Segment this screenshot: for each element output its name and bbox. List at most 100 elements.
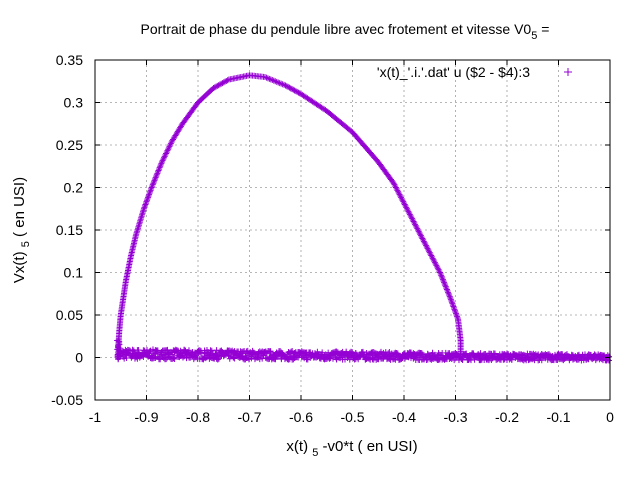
data-point bbox=[406, 210, 413, 216]
data-point bbox=[423, 242, 430, 249]
data-point bbox=[437, 270, 444, 277]
x-tick-label: -0.6 bbox=[289, 409, 313, 425]
data-point bbox=[436, 268, 443, 275]
data-point bbox=[429, 255, 436, 262]
data-point bbox=[453, 312, 460, 318]
data-point bbox=[414, 225, 421, 232]
data-point bbox=[449, 300, 456, 307]
data-point bbox=[446, 293, 453, 300]
data-point bbox=[441, 279, 448, 286]
data-point bbox=[267, 348, 274, 355]
data-point bbox=[421, 239, 428, 246]
data-point bbox=[264, 75, 271, 82]
data-point bbox=[155, 167, 162, 174]
data-point bbox=[279, 81, 286, 88]
data-point bbox=[448, 297, 455, 304]
data-point bbox=[432, 261, 439, 267]
data-point bbox=[413, 224, 420, 231]
x-tick-label: -1 bbox=[89, 409, 102, 425]
data-point bbox=[164, 346, 171, 353]
data-point bbox=[222, 78, 229, 85]
x-tick-label: -0.5 bbox=[340, 409, 364, 425]
y-axis-label-sub: 5 bbox=[20, 241, 32, 247]
legend-label: 'x(t)_'.i.'.dat' u ($2 - $4):3 bbox=[377, 64, 530, 80]
data-point bbox=[278, 80, 285, 87]
x-axis-label-post: -v0*t ( en USI) bbox=[318, 438, 417, 455]
data-point bbox=[418, 234, 425, 241]
chart-title-subscript: 5 bbox=[531, 30, 537, 42]
data-point bbox=[605, 357, 612, 364]
data-points bbox=[114, 72, 612, 364]
data-point bbox=[215, 82, 222, 89]
data-point bbox=[449, 302, 456, 309]
data-point bbox=[219, 80, 226, 87]
data-point bbox=[403, 204, 410, 211]
data-point bbox=[165, 144, 172, 151]
x-axis-label: x(t) 5 -v0*t ( en USI) bbox=[286, 438, 417, 459]
data-point bbox=[403, 205, 410, 212]
data-point bbox=[152, 174, 159, 181]
data-point bbox=[146, 190, 153, 197]
data-point bbox=[398, 194, 405, 201]
y-axis-label: Vx(t) 5 ( en USI) bbox=[11, 177, 32, 283]
data-point bbox=[158, 160, 165, 167]
data-point bbox=[445, 290, 452, 297]
chart-title-suffix: = bbox=[537, 21, 549, 37]
chart-title: Portrait de phase du pendule libre avec … bbox=[141, 21, 550, 42]
data-point bbox=[167, 142, 174, 148]
data-point bbox=[165, 146, 172, 153]
data-point bbox=[397, 193, 404, 199]
data-point bbox=[151, 351, 158, 358]
data-point bbox=[269, 77, 276, 84]
data-point bbox=[223, 77, 230, 84]
data-point bbox=[141, 204, 148, 211]
data-point bbox=[444, 287, 451, 294]
y-tick-label: 0.15 bbox=[56, 222, 83, 238]
data-point bbox=[401, 201, 408, 208]
data-point bbox=[393, 185, 400, 192]
data-point bbox=[145, 194, 152, 201]
axis-ticks bbox=[94, 59, 611, 401]
data-point bbox=[115, 340, 122, 347]
data-point bbox=[159, 157, 166, 164]
data-point bbox=[416, 229, 423, 236]
data-point bbox=[143, 198, 150, 205]
data-point bbox=[150, 180, 157, 187]
data-point bbox=[267, 76, 274, 83]
data-point bbox=[415, 228, 422, 235]
data-point bbox=[452, 309, 459, 316]
data-point bbox=[410, 218, 417, 225]
data-point bbox=[451, 307, 458, 314]
y-tick-label: 0.35 bbox=[56, 52, 83, 68]
data-point bbox=[214, 82, 221, 89]
data-point bbox=[140, 205, 147, 212]
data-point bbox=[409, 215, 416, 222]
data-point bbox=[431, 258, 438, 265]
data-point bbox=[405, 208, 412, 215]
data-point bbox=[430, 256, 437, 263]
data-point bbox=[170, 355, 177, 362]
data-point bbox=[152, 176, 159, 182]
data-point bbox=[428, 253, 435, 260]
data-point bbox=[266, 75, 273, 82]
data-point bbox=[163, 149, 170, 156]
data-point bbox=[158, 159, 165, 165]
data-point bbox=[420, 236, 427, 243]
data-point bbox=[154, 170, 161, 177]
data-point bbox=[398, 195, 405, 202]
data-point bbox=[270, 77, 277, 84]
data-point bbox=[438, 273, 445, 280]
data-point bbox=[435, 266, 442, 273]
y-tick-label: 0.3 bbox=[64, 95, 84, 111]
data-point bbox=[411, 219, 418, 226]
data-point bbox=[161, 153, 168, 160]
data-point bbox=[290, 86, 297, 93]
data-point bbox=[273, 78, 280, 85]
data-point bbox=[162, 151, 169, 158]
data-point bbox=[447, 296, 454, 303]
x-tick-label: -0.7 bbox=[237, 409, 261, 425]
data-point bbox=[434, 265, 441, 272]
data-point bbox=[451, 306, 458, 313]
y-tick-label: 0.25 bbox=[56, 137, 83, 153]
data-point bbox=[443, 285, 450, 292]
